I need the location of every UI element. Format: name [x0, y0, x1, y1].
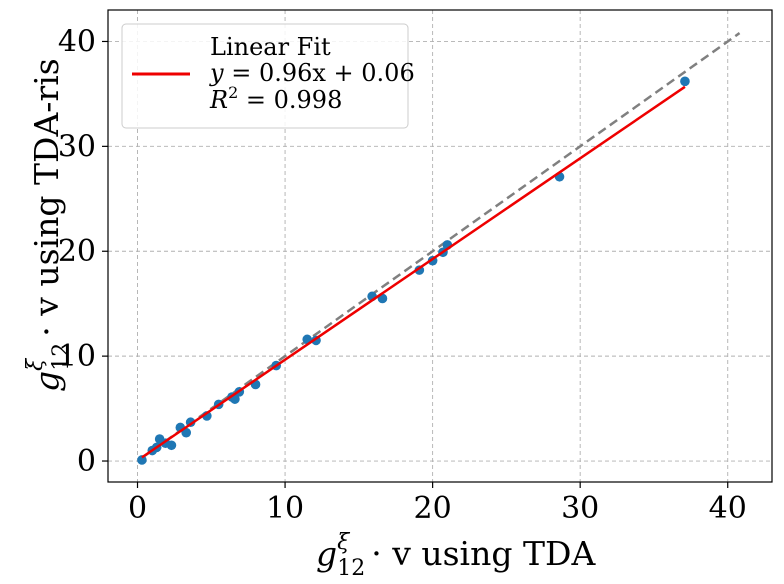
legend-equation: y = 0.96x + 0.06	[209, 59, 415, 87]
legend-box	[121, 23, 409, 129]
y-axis-label: gξ12· v using TDA-ris	[23, 58, 74, 392]
legend-label: Linear Fit	[210, 33, 331, 61]
y-tick-label: 10	[58, 339, 96, 374]
identity-line-group	[141, 32, 741, 459]
ticks: 0 10 20 30 40 0 10 20 30 40	[58, 24, 747, 526]
y-tick-label: 20	[58, 234, 96, 269]
data-point	[137, 455, 147, 465]
x-axis-label: gξ 12 · v using TDA	[316, 530, 596, 581]
fit-line-group	[141, 85, 686, 459]
y-tick-label: 30	[58, 129, 96, 164]
data-point	[166, 440, 177, 451]
x-tick-label: 30	[561, 491, 599, 526]
x-tick-label: 40	[709, 491, 747, 526]
identity-line	[141, 32, 741, 459]
data-point	[680, 76, 690, 87]
y-tick-label: 0	[77, 444, 96, 479]
x-tick-label: 20	[414, 491, 452, 526]
legend-r2: R2 = 0.998	[209, 83, 342, 114]
y-tick-label: 40	[58, 24, 96, 59]
y-axis-label-group: gξ12· v using TDA-ris	[23, 58, 74, 392]
fit-line	[141, 85, 686, 459]
x-tick-label: 0	[128, 491, 147, 526]
grid	[108, 10, 772, 482]
x-tick-label: 10	[266, 491, 304, 526]
plot-frame	[107, 9, 773, 483]
legend: Linear Fit y = 0.96x + 0.06 R2 = 0.998	[121, 23, 415, 129]
